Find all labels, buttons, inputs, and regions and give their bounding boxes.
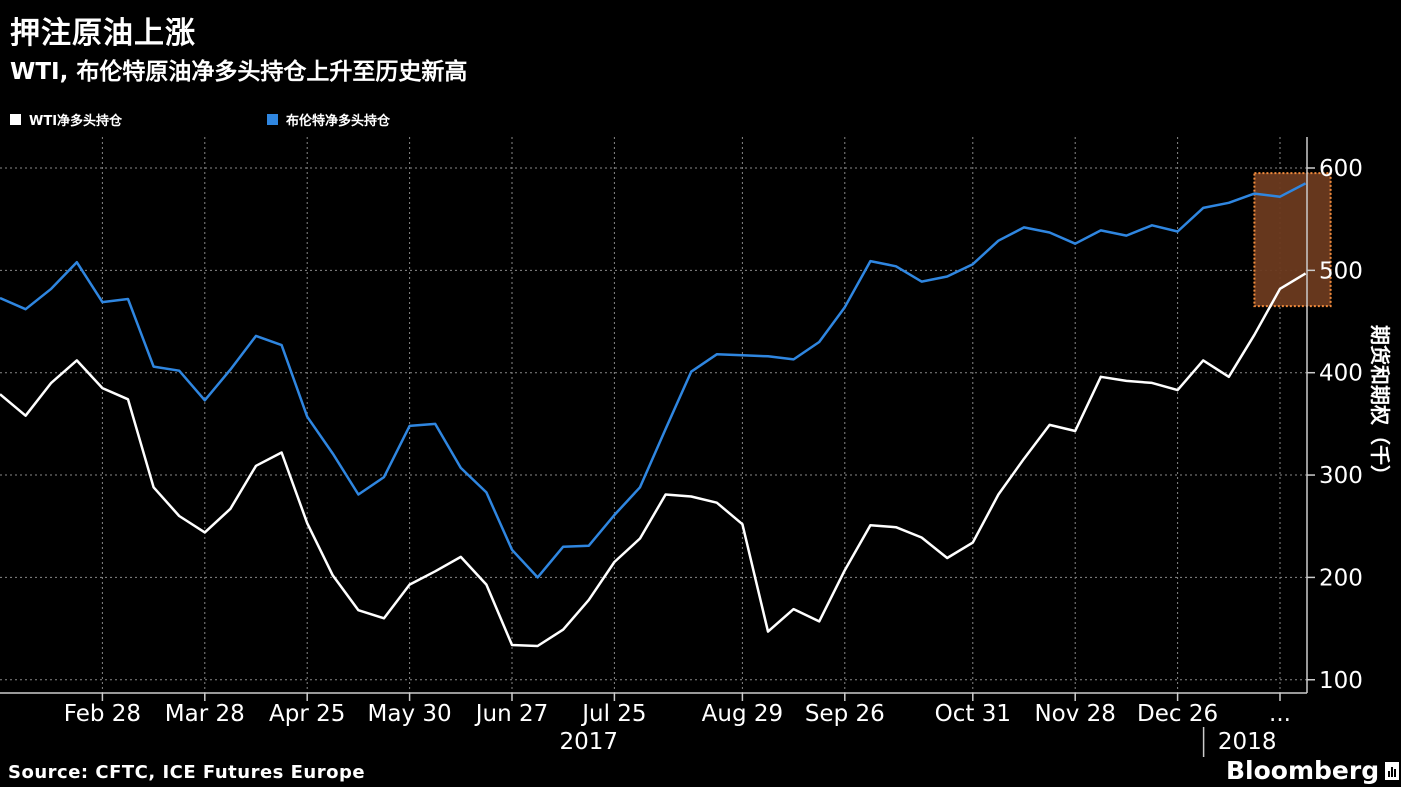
y-tick-label-100: 100: [1319, 668, 1363, 694]
legend-swatch-wti: [10, 114, 21, 125]
y-axis-label: 期货和期权（千）: [1368, 325, 1392, 485]
legend-item-brent: 布伦特净多头持仓: [267, 110, 390, 129]
x-year-label-2018: 2018: [1218, 729, 1277, 755]
x-tick-label-5: Jul 25: [580, 701, 646, 727]
x-tick-label-3: May 30: [368, 701, 452, 727]
series-line-wti: [0, 272, 1307, 648]
x-tick-label-10: Dec 26: [1137, 701, 1218, 727]
x-tick-label-7: Sep 26: [805, 701, 885, 727]
x-tick-label-9: Nov 28: [1034, 701, 1115, 727]
y-tick-label-400: 400: [1319, 361, 1363, 387]
x-tick-label-4: Jun 27: [474, 701, 549, 727]
y-tick-label-200: 200: [1319, 565, 1363, 591]
x-tick-label-1: Mar 28: [165, 701, 245, 727]
x-tick-label-8: Oct 31: [935, 701, 1011, 727]
chart-subtitle: WTI, 布伦特原油净多头持仓上升至历史新高: [10, 59, 468, 85]
x-tick-label-11: ...: [1269, 701, 1291, 727]
legend-swatch-brent: [267, 114, 278, 125]
y-tick-label-300: 300: [1319, 463, 1363, 489]
y-tick-label-500: 500: [1319, 258, 1363, 284]
bloomberg-terminal-icon: [1385, 761, 1400, 780]
legend-item-wti: WTI净多头持仓: [10, 110, 122, 129]
x-year-label-2017: 2017: [560, 729, 619, 755]
x-tick-label-0: Feb 28: [64, 701, 141, 727]
legend-label-brent: 布伦特净多头持仓: [286, 114, 391, 129]
source-note: Source: CFTC, ICE Futures Europe: [8, 762, 366, 783]
x-tick-label-6: Aug 29: [702, 701, 784, 727]
x-tick-label-2: Apr 25: [269, 701, 345, 727]
brand-text: Bloomberg: [1226, 756, 1380, 785]
legend-label-wti: WTI净多头持仓: [29, 114, 123, 129]
series-line-brent: [0, 182, 1307, 579]
y-tick-label-600: 600: [1319, 156, 1363, 182]
chart-title: 押注原油上涨: [10, 16, 196, 51]
highlight-box: [1253, 172, 1332, 308]
bloomberg-logo: Bloomberg: [1226, 756, 1400, 785]
